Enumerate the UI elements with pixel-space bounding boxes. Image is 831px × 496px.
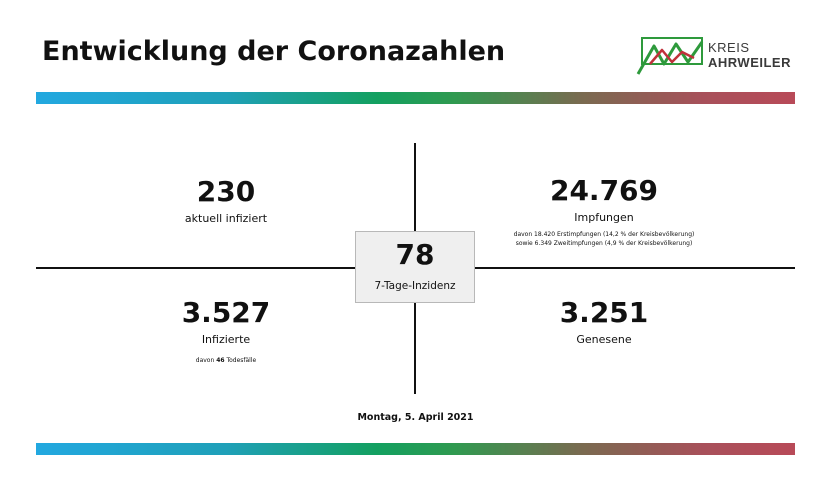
stat-note-prefix: davon <box>195 357 217 364</box>
stat-note-suffix: Todesfälle <box>224 357 257 364</box>
stat-note-line-2: sowie 6.349 Zweitimpfungen (4,9 % der Kr… <box>515 240 693 247</box>
stat-impfungen: 24.769 Impfungen davon 18.420 Erstimpfun… <box>454 175 754 248</box>
stat-value: 3.527 <box>181 296 271 329</box>
stat-label: aktuell infiziert <box>184 212 268 225</box>
stat-value: 3.251 <box>559 296 649 329</box>
stat-inzidenz-box: 78 7-Tage-Inzidenz <box>355 231 475 303</box>
color-band-top <box>36 92 795 104</box>
color-band-bottom <box>36 443 795 455</box>
stat-label: Impfungen <box>574 211 634 224</box>
stat-label: 7-Tage-Inzidenz <box>374 280 456 292</box>
stat-value: 78 <box>395 238 435 271</box>
stat-value: 230 <box>196 175 256 208</box>
logo-line-ahrweiler: AHRWEILER <box>708 55 791 70</box>
logo: KREIS AHRWEILER <box>636 34 796 78</box>
stat-note-count: 46 <box>216 357 225 364</box>
stat-value: 24.769 <box>549 174 659 207</box>
stat-aktuell-infiziert: 230 aktuell infiziert <box>76 175 376 226</box>
kreis-ahrweiler-logo-icon <box>636 37 704 75</box>
stat-note-line-1: davon 18.420 Erstimpfungen (14,2 % der K… <box>513 231 695 238</box>
stat-label: Infizierte <box>201 333 251 346</box>
stat-note: davon 46 Todesfälle <box>76 356 376 365</box>
stat-genesene: 3.251 Genesene <box>454 296 754 347</box>
stat-infizierte: 3.527 Infizierte davon 46 Todesfälle <box>76 297 376 365</box>
stat-note: davon 18.420 Erstimpfungen (14,2 % der K… <box>454 230 754 248</box>
stat-label: Genesene <box>576 333 632 346</box>
logo-line-kreis: KREIS <box>708 40 750 55</box>
report-date: Montag, 5. April 2021 <box>357 412 474 423</box>
page-title: Entwicklung der Coronazahlen <box>42 36 506 67</box>
